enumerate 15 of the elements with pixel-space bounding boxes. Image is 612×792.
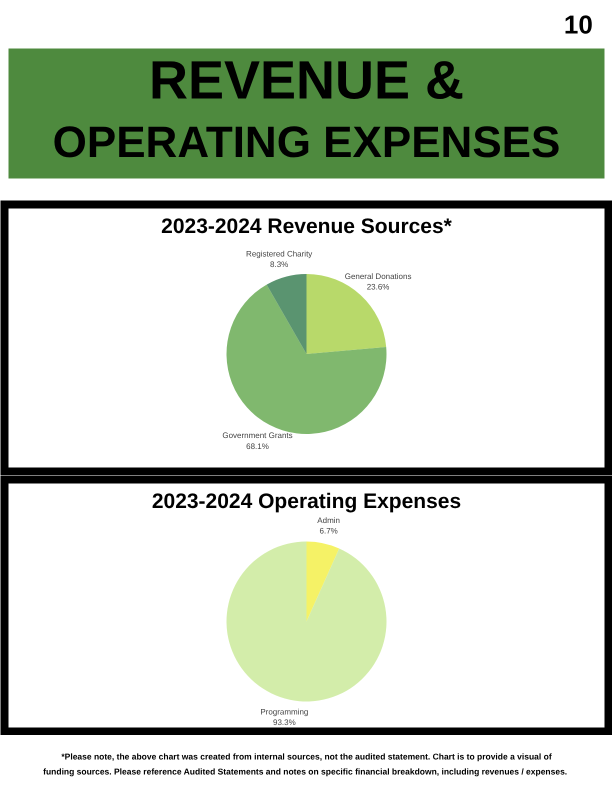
slice-label: Admin	[317, 516, 340, 525]
slice-label: Programming	[260, 707, 308, 716]
slice-label: General Donations	[344, 272, 412, 281]
data-label: 23.6%	[366, 282, 390, 292]
chart-title: 2023-2024 Operating Expenses	[152, 490, 462, 513]
chart-title: 2023-2024 Revenue Sources*	[161, 215, 453, 238]
text: 10	[564, 10, 593, 40]
slice-label: Government Grants	[222, 430, 293, 440]
data-label: 68.1%	[246, 442, 269, 451]
text: REVENUE & OPERATING EXPENSES	[52, 50, 560, 167]
slice-label: Registered Charity	[246, 249, 312, 258]
data-label: 6.7%	[320, 526, 338, 536]
data-label: 8.3%	[270, 260, 288, 270]
data-label: 93.3%	[273, 718, 296, 728]
text: *Please note, the above chart was created from internal sources, not the audited statement. Chart is to provide a visual of funding sources. Please reference Audited Statements and notes on specific financial breakdown, including revenues / expenses.	[43, 752, 568, 776]
